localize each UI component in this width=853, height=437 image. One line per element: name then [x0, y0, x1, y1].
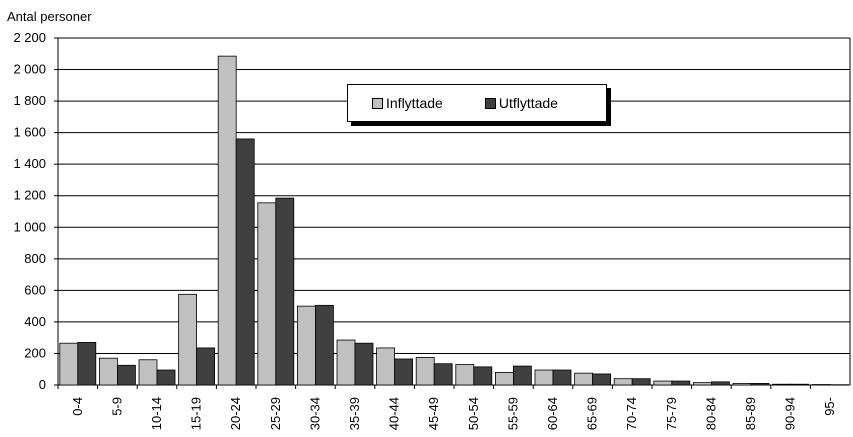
bar-inflyttade [217, 55, 237, 386]
bar-inflyttade [99, 357, 118, 386]
y-tick-label: 1 400 [13, 156, 46, 171]
x-tick-label: 90-94 [783, 397, 798, 430]
y-tick-label: 2 200 [13, 30, 46, 45]
bar-utflyttade [235, 138, 255, 386]
bar-utflyttade [77, 342, 97, 386]
x-tick-label: 70-74 [624, 397, 639, 430]
x-tick-label: 85-89 [743, 397, 758, 430]
x-tick-label: 15-19 [189, 397, 204, 430]
legend-swatch-inflyttade [372, 97, 383, 109]
bar-utflyttade [750, 383, 770, 386]
legend-item-utflyttade: Utflyttade [484, 95, 558, 111]
bar-inflyttade [59, 342, 79, 386]
x-tick-label: 25-29 [268, 397, 283, 430]
bar-inflyttade [376, 347, 396, 386]
y-tick-label: 0 [39, 377, 46, 392]
bar-inflyttade [732, 383, 752, 386]
y-tick-label: 600 [24, 282, 46, 297]
bar-inflyttade [653, 380, 673, 386]
y-tick-label: 2 000 [13, 62, 46, 77]
bar-utflyttade [354, 342, 374, 386]
x-tick-label: 20-24 [228, 397, 243, 430]
bar-inflyttade [257, 202, 277, 386]
bar-utflyttade [156, 369, 176, 386]
legend-swatch-utflyttade [484, 97, 496, 109]
bar-utflyttade [117, 364, 136, 386]
bar-utflyttade [433, 363, 453, 386]
bar-inflyttade [494, 371, 514, 386]
bar-utflyttade [790, 383, 809, 386]
bar-utflyttade [394, 358, 414, 386]
y-tick-label: 1 800 [13, 93, 46, 108]
bar-inflyttade [534, 369, 554, 386]
bar-utflyttade [473, 366, 493, 386]
x-tick-label: 75-79 [664, 397, 679, 430]
bar-inflyttade [138, 359, 158, 386]
bar-inflyttade [455, 364, 475, 386]
bar-utflyttade [513, 365, 532, 386]
bar-inflyttade [693, 382, 712, 386]
bar-utflyttade [711, 381, 730, 386]
bar-utflyttade [592, 373, 611, 386]
x-tick-label: 65-69 [585, 397, 600, 430]
bar-utflyttade [552, 369, 572, 386]
x-tick-label: 40-44 [387, 397, 402, 430]
chart-legend: Inflyttade Utflyttade [347, 84, 607, 122]
y-tick-label: 200 [24, 345, 46, 360]
x-tick-label: 95- [822, 397, 837, 416]
y-tick-label: 1 600 [13, 125, 46, 140]
y-tick-label: 1 200 [13, 188, 46, 203]
bar-inflyttade [415, 356, 435, 386]
y-tick-label: 800 [24, 251, 46, 266]
bar-utflyttade [631, 378, 651, 386]
bar-inflyttade [613, 378, 633, 386]
x-tick-label: 0-4 [70, 397, 85, 416]
x-tick-label: 55-59 [505, 397, 520, 430]
y-tick-label: 1 000 [13, 219, 46, 234]
x-tick-label: 30-34 [307, 397, 322, 430]
x-tick-label: 60-64 [545, 397, 560, 430]
bar-inflyttade [296, 305, 316, 386]
x-tick-label: 10-14 [149, 397, 164, 430]
bar-inflyttade [772, 383, 791, 386]
x-tick-label: 50-54 [466, 397, 481, 430]
y-tick-label: 400 [24, 314, 46, 329]
legend-label-inflyttade: Inflyttade [386, 95, 443, 111]
bar-utflyttade [196, 347, 216, 386]
y-axis-title: Antal personer [7, 9, 92, 24]
bar-inflyttade [336, 339, 356, 386]
bar-utflyttade [671, 380, 691, 386]
bar-utflyttade [275, 197, 295, 386]
bar-inflyttade [178, 293, 198, 386]
bar-utflyttade [314, 304, 334, 386]
x-tick-label: 5-9 [109, 397, 124, 416]
x-tick-label: 35-39 [347, 397, 362, 430]
x-tick-label: 45-49 [426, 397, 441, 430]
legend-item-inflyttade: Inflyttade [372, 95, 443, 111]
legend-label-utflyttade: Utflyttade [498, 95, 558, 111]
x-tick-label: 80-84 [703, 397, 718, 430]
bar-inflyttade [574, 372, 593, 386]
